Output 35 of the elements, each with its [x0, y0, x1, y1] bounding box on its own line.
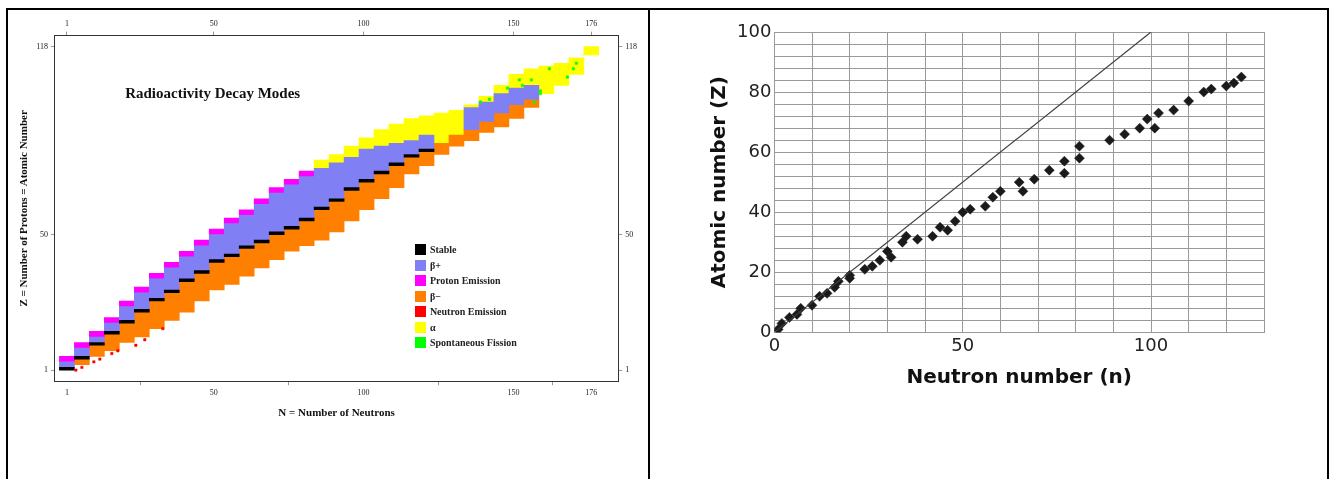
- x2-tick-label: 176: [585, 18, 598, 28]
- y-axis-title: Atomic number (Z): [706, 76, 731, 289]
- x-axis-title: N = Number of Neutrons: [278, 406, 396, 419]
- x-tick-label: 150: [507, 388, 520, 398]
- y2-tick-label: 118: [625, 41, 637, 51]
- y-tick-label: 50: [39, 229, 48, 239]
- x-tick-label: 100: [357, 388, 370, 398]
- legend-label: Neutron Emission: [429, 306, 507, 318]
- x2-tick-label: 50: [209, 18, 218, 28]
- y-tick-label: 20: [748, 259, 772, 281]
- legend-label: Proton Emission: [429, 275, 501, 287]
- text: Radioactivity Decay Modes: [125, 85, 301, 102]
- x-tick-label: 50: [209, 388, 218, 398]
- legend-label: α: [429, 321, 436, 333]
- legend-label: Stable: [429, 244, 457, 256]
- y-axis-title: Z = Number of Protons = Atomic Number: [17, 110, 30, 307]
- y-tick-label: 1: [43, 365, 48, 375]
- y-tick-label: 60: [748, 139, 772, 161]
- legend-label: β+: [429, 259, 441, 271]
- y-tick-label: 118: [36, 41, 48, 51]
- legend-label: Spontaneous Fission: [429, 337, 517, 349]
- y-tick-label: 100: [737, 19, 772, 41]
- x-tick-label: 100: [1133, 333, 1169, 355]
- x-axis-title: Neutron number (n): [906, 364, 1132, 389]
- x-tick-label: 1: [64, 388, 69, 398]
- y-tick-label: 80: [748, 79, 772, 101]
- x-tick-label: 176: [585, 388, 598, 398]
- y-tick-label: 40: [748, 199, 772, 221]
- y2-tick-label: 1: [625, 365, 630, 375]
- x-tick-label: 50: [951, 333, 975, 355]
- x2-tick-label: 100: [357, 18, 370, 28]
- y2-tick-label: 50: [625, 229, 634, 239]
- x2-tick-label: 150: [507, 18, 520, 28]
- legend-label: β−: [429, 290, 441, 302]
- x2-tick-label: 1: [64, 18, 69, 28]
